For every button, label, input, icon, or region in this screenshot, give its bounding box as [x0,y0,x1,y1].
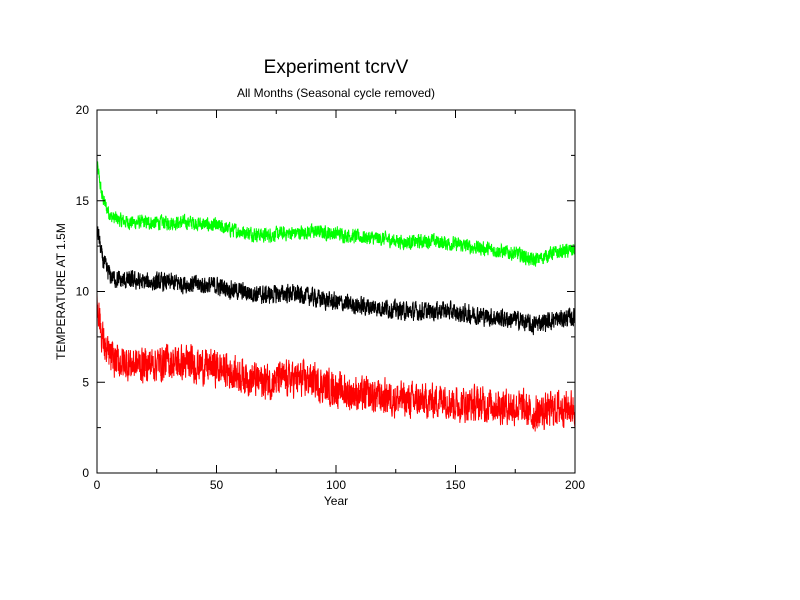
chart-subtitle: All Months (Seasonal cycle removed) [237,86,435,100]
x-tick-label: 150 [445,478,465,492]
x-axis-label: Year [324,494,348,508]
x-tick-label: 100 [326,478,346,492]
x-tick-label: 0 [94,478,101,492]
y-tick-label: 10 [76,285,90,299]
y-tick-label: 20 [76,103,90,117]
series-layer [96,161,576,432]
series-line-0 [96,161,576,267]
y-tick-label: 15 [76,194,90,208]
y-tick-label: 0 [82,466,89,480]
chart-title: Experiment tcrvV [264,57,409,78]
axis-layer: 0 50 100 150 200 0 5 10 15 20 [76,103,586,492]
y-tick-label: 5 [82,375,89,389]
plot-frame [96,109,576,474]
series-line-2 [96,293,576,432]
x-tick-label: 200 [565,478,585,492]
x-tick-label: 50 [210,478,224,492]
series-line-1 [96,226,576,336]
y-axis-label: TEMPERATURE AT 1.5M [54,223,68,360]
